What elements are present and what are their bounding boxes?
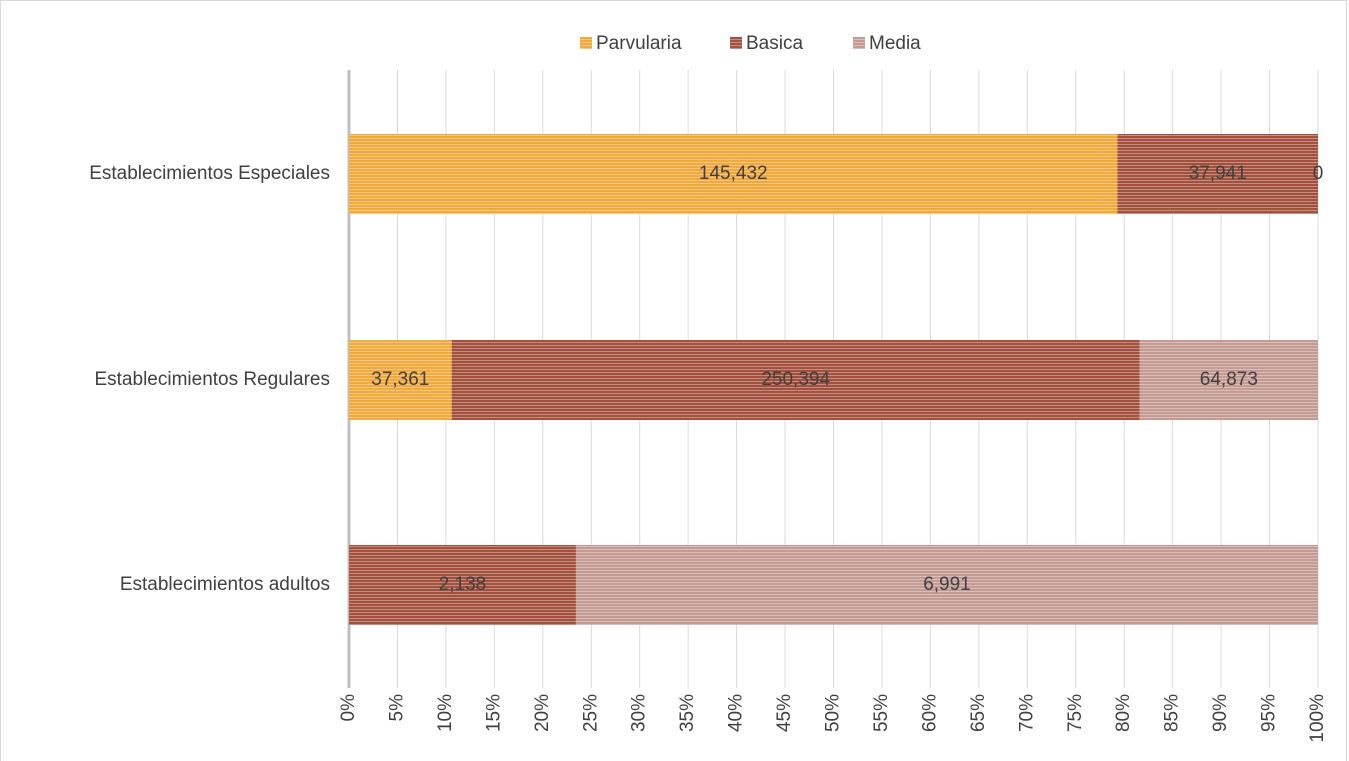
legend-swatch (580, 37, 592, 49)
x-tick-label: 45% (774, 694, 795, 732)
x-tick-label: 40% (726, 694, 747, 732)
bar-segment (451, 340, 1140, 420)
x-tick-label: 85% (1162, 694, 1183, 732)
bar-segment (1139, 340, 1318, 420)
x-tick-label: 60% (919, 694, 940, 732)
x-tick-label: 15% (483, 694, 504, 732)
x-tick-label: 25% (580, 694, 601, 732)
x-tick-label: 75% (1065, 694, 1086, 732)
data-label: 2,138 (439, 574, 487, 595)
bar-segment (1117, 134, 1318, 214)
y-tick-label: Establecimientos adultos (120, 574, 330, 595)
x-tick-label: 80% (1113, 694, 1134, 732)
x-tick-label: 10% (435, 694, 456, 732)
x-tick-label: 5% (386, 694, 407, 722)
data-label: 6,991 (923, 574, 971, 595)
x-tick-label: 0% (338, 694, 359, 722)
data-label: 37,941 (1189, 163, 1247, 184)
legend-label: Parvularia (596, 33, 682, 54)
x-tick-label: 95% (1259, 694, 1280, 732)
legend-label: Basica (746, 33, 803, 54)
x-tick-label: 100% (1307, 694, 1328, 743)
x-tick-label: 70% (1016, 694, 1037, 732)
legend-swatch (853, 37, 865, 49)
bar-segment (575, 545, 1318, 625)
x-tick-label: 55% (871, 694, 892, 732)
data-label: 145,432 (699, 163, 768, 184)
legend-swatch (730, 37, 742, 49)
x-tick-label: 20% (532, 694, 553, 732)
data-label: 250,394 (761, 369, 830, 390)
bar-segment (349, 545, 576, 625)
x-tick-label: 35% (677, 694, 698, 732)
legend-label: Media (869, 33, 921, 54)
x-tick-label: 90% (1210, 694, 1231, 732)
bar-segment (349, 340, 452, 420)
y-tick-label: Establecimientos Especiales (89, 163, 330, 184)
bar-segment (349, 134, 1118, 214)
data-label: 0 (1313, 163, 1324, 184)
x-tick-label: 30% (629, 694, 650, 732)
y-tick-label: Establecimientos Regulares (94, 369, 330, 390)
data-label: 64,873 (1200, 369, 1258, 390)
data-label: 37,361 (371, 369, 429, 390)
x-tick-label: 50% (823, 694, 844, 732)
x-tick-label: 65% (968, 694, 989, 732)
